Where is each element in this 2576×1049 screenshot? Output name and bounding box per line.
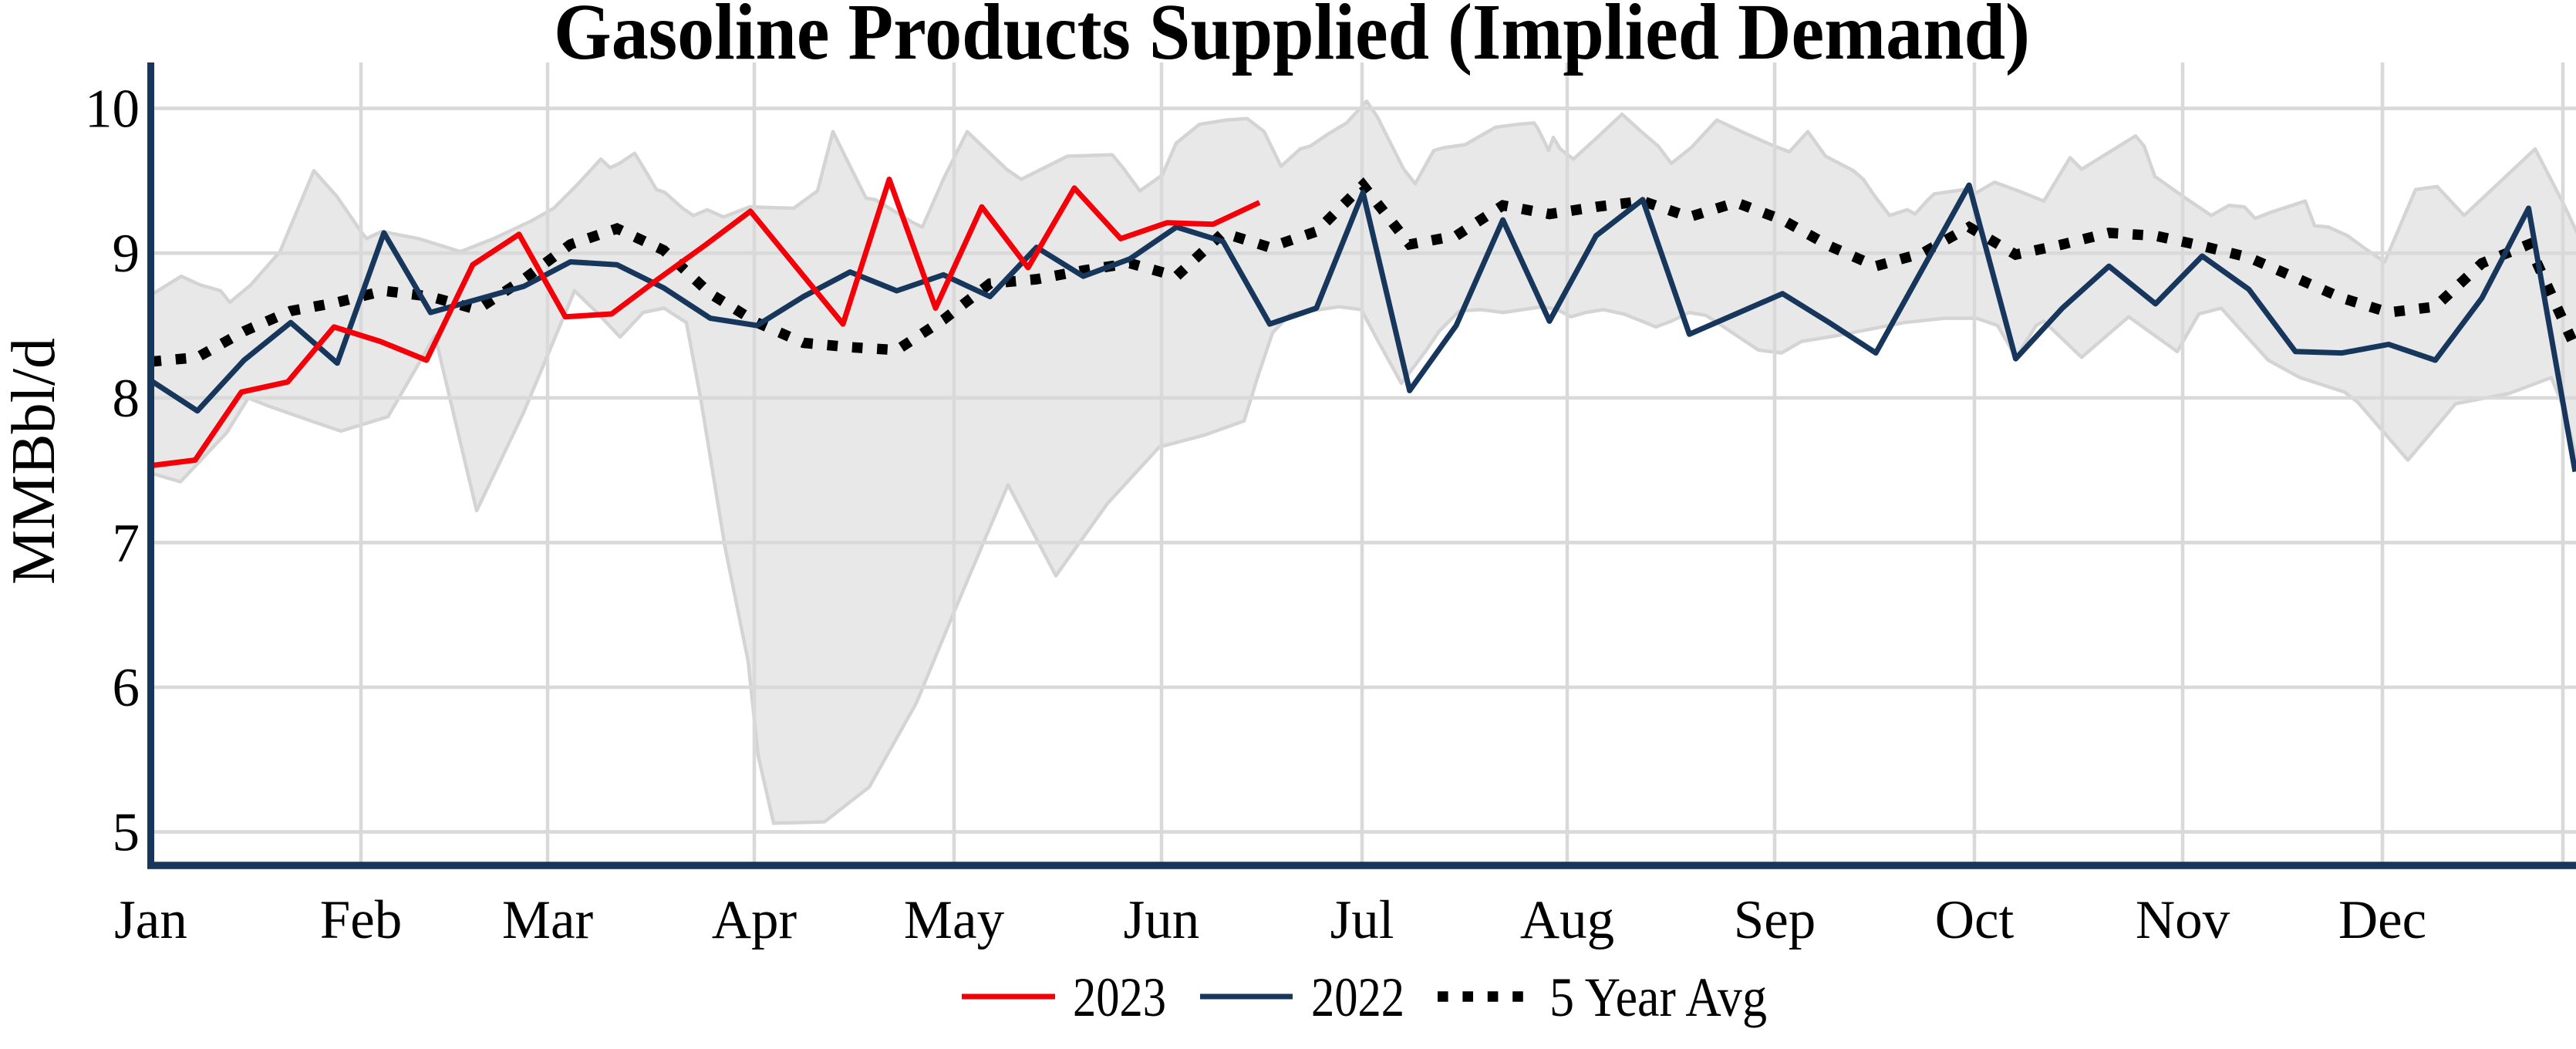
svg-text:Dec: Dec	[2338, 890, 2426, 950]
svg-text:Feb: Feb	[320, 890, 403, 950]
svg-text:Jun: Jun	[1124, 890, 1200, 950]
svg-text:May: May	[904, 890, 1005, 950]
svg-text:2023: 2023	[1073, 966, 1166, 1028]
svg-text:Apr: Apr	[712, 890, 797, 950]
svg-text:Nov: Nov	[2136, 890, 2230, 950]
svg-text:Jan: Jan	[114, 890, 187, 950]
svg-text:Jul: Jul	[1330, 890, 1394, 950]
svg-text:7: 7	[113, 513, 140, 573]
svg-text:6: 6	[113, 658, 140, 718]
svg-text:5 Year Avg: 5 Year Avg	[1549, 966, 1767, 1028]
svg-text:2022: 2022	[1311, 966, 1404, 1028]
svg-text:5: 5	[113, 803, 140, 863]
svg-text:MMBbl/d: MMBbl/d	[0, 338, 68, 585]
svg-text:9: 9	[113, 224, 140, 284]
svg-text:Oct: Oct	[1935, 890, 2015, 950]
svg-text:Aug: Aug	[1520, 890, 1614, 950]
svg-text:Gasoline Products Supplied (Im: Gasoline Products Supplied (Implied Dema…	[554, 0, 2030, 76]
svg-text:Sep: Sep	[1734, 890, 1816, 950]
svg-text:10: 10	[85, 79, 140, 140]
svg-text:8: 8	[113, 369, 140, 429]
svg-text:Mar: Mar	[502, 890, 594, 950]
